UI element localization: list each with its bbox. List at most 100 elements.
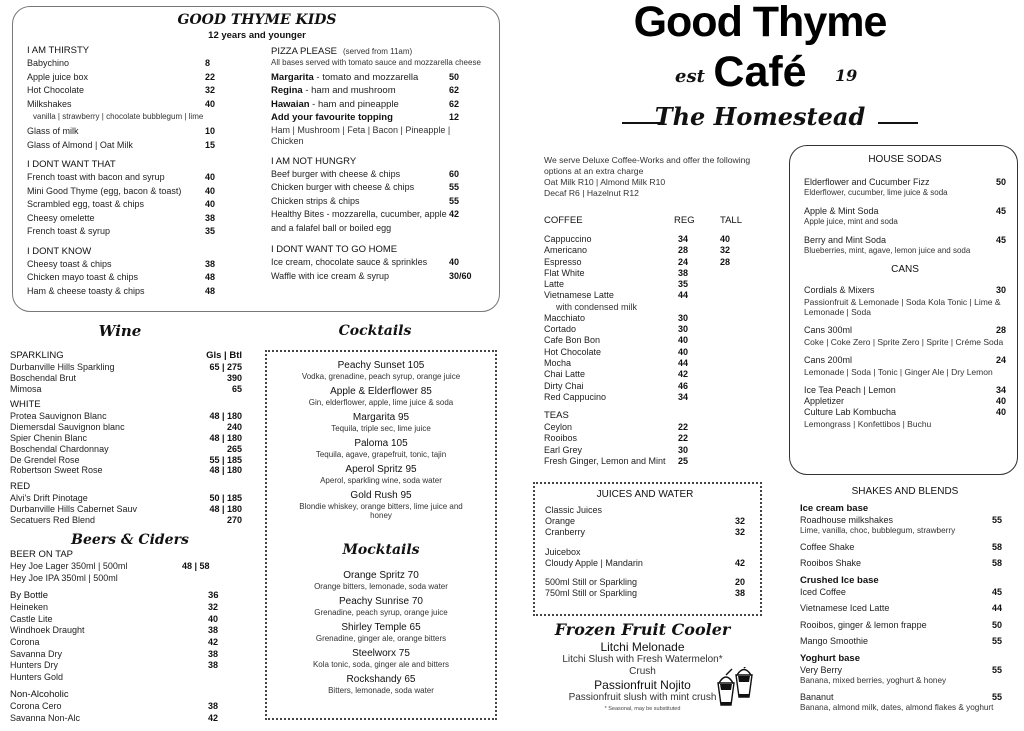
item-price: 20 [734, 576, 745, 587]
logo-name: Good Thyme [633, 0, 888, 46]
item-price: 12 [449, 112, 460, 122]
item-price: 50 [449, 71, 460, 82]
menu-item-row: Fresh Ginger, Lemon and Mint 25 [544, 456, 754, 467]
coffee-intro: We serve Deluxe Coffee-Works and offer t… [544, 155, 754, 199]
item-name: Hot Chocolate [544, 347, 674, 358]
logo-divider-right [878, 122, 918, 124]
group-heading: BEER ON TAP [10, 549, 242, 561]
item-name: Waffle with ice cream & syrup [271, 270, 449, 284]
menu-item: Chicken burger with cheese & chips 55 [271, 181, 483, 195]
item-price: 44 [678, 290, 689, 301]
item-price: 44 [991, 603, 1002, 614]
item-name-text: Protea Sauvignon Blanc [10, 411, 107, 422]
menu-item-row: Spier Chenin Blanc 48 | 180 [10, 433, 242, 444]
item-price: 30 [995, 285, 1006, 295]
drink-price: 85 [420, 386, 432, 397]
item-name-text: Apple & Mint Soda [804, 206, 879, 216]
group-heading-text: SPARKLING [10, 350, 64, 361]
item-name-text: Cheesy toast & chips [27, 258, 112, 269]
item-price: 48 | 180 [209, 503, 242, 514]
item-price: 270 [226, 514, 242, 525]
drink-price: 70 [411, 596, 423, 607]
menu-item-row: Chicken burger with cheese & chips 55 [271, 181, 483, 195]
coffee-heading: COFFEE [544, 215, 583, 226]
frozen-item-name: Litchi Melonade [600, 640, 685, 654]
menu-item: Orange 32 [545, 516, 745, 527]
menu-item-row: Castle Lite 40 [10, 614, 242, 626]
menu-item-row: Cheesy toast & chips 38 [27, 258, 233, 272]
item-name: Bananut [800, 692, 978, 703]
menu-item: Alvi's Drift Pinotage 50 | 185 [10, 493, 242, 504]
item-name-text: Chicken burger with cheese & chips [271, 182, 415, 192]
item-price: 40 [205, 172, 216, 182]
item-price: 22 [678, 433, 689, 444]
item-name-text: Roadhouse milkshakes [800, 515, 894, 525]
group-heading: Juicebox [545, 547, 745, 558]
group-heading-text: BEER ON TAP [10, 549, 73, 560]
item-name-text: Mimosa [10, 383, 42, 394]
item-price: 38 [208, 701, 219, 712]
drink-name: Steelworx [352, 648, 396, 659]
group-heading-text: Juicebox [545, 546, 581, 557]
item-price: 45 [995, 206, 1006, 216]
item-name: Corona Cero [10, 701, 182, 713]
item-name: Roadhouse milkshakes [800, 515, 978, 526]
menu-item: Vietnamese Latte 44 with condensed milk [544, 290, 754, 312]
menu-item: Durbanville Hills Sparkling 65 | 275 [10, 362, 242, 373]
item-price: 42 [449, 209, 460, 219]
item-price: 30/60 [449, 270, 472, 281]
menu-item-row: Hunters Dry 38 [10, 660, 242, 672]
menu-item: Waffle with ice cream & syrup 30/60 [271, 270, 483, 284]
coffee-intro-text: We serve Deluxe Coffee-Works and offer t… [544, 155, 751, 176]
menu-item-row: Rooibos, ginger & lemon frappe 50 [800, 620, 1002, 631]
menu-item-row: Macchiato 30 [544, 313, 754, 324]
menu-item: Corona 42 [10, 637, 242, 649]
menu-item-row: Beef burger with cheese & chips 60 [271, 168, 483, 182]
item-name-text: Glass of Almond | Oat Milk [27, 139, 133, 150]
group-heading: WHITE [10, 399, 242, 411]
menu-item-row: Glass of milk 10 [27, 125, 233, 139]
coffee-extras-other: Decaf R6 | Hazelnut R12 [544, 188, 639, 198]
logo-cafe: Café [713, 48, 807, 96]
item-name: Spier Chenin Blanc [10, 433, 192, 444]
menu-group: WHITE Protea Sauvignon Blanc 48 | 180 Dieme… [10, 399, 242, 476]
menu-item: Rooibos Shake 58 [800, 558, 1002, 569]
item-name-text: Vietnamese Iced Latte [800, 603, 890, 614]
menu-item: Appletizer 40 [804, 396, 1006, 407]
wine-list: SPARKLING Gls | Btl Durbanville Hills Spar… [10, 350, 242, 531]
item-name-text: French toast & syrup [27, 226, 111, 236]
item-name-text: Durbanville Hills Sparkling [10, 362, 115, 372]
item-name: Scrambled egg, toast & chips [27, 198, 205, 212]
menu-item: Fresh Ginger, Lemon and Mint 25 [544, 456, 754, 467]
drink-name: Peachy Sunset [337, 360, 405, 371]
item-name-text: Windhoek Draught [10, 625, 85, 636]
group-heading-text: Non-Alcoholic [10, 689, 69, 701]
drink-item: Rockshandy 65 Bitters, lemonade, soda wat… [267, 674, 495, 695]
item-price: 40 [678, 346, 689, 357]
group-heading-text: I DONT KNOW [27, 245, 92, 257]
item-price: 48 | 180 [209, 432, 242, 443]
menu-item: Regina - ham and mushroom 62 [271, 84, 483, 98]
group-heading: I DONT KNOW [27, 246, 233, 258]
slushie-cups-icon [717, 667, 753, 706]
group-heading: Classic Juices [545, 505, 745, 516]
item-name: French toast with bacon and syrup [27, 171, 205, 185]
item-name-text: Cranberry [545, 527, 586, 538]
drink-description: Aperol, sparkling wine, soda water [320, 476, 442, 485]
item-description: Blueberries, mint, agave, lemon juice an… [804, 246, 971, 255]
item-name: Regina - ham and mushroom [271, 84, 449, 98]
item-name-text: Latte [544, 279, 565, 290]
item-name-text: Macchiato [544, 312, 586, 323]
drink-name: Rockshandy [346, 674, 402, 685]
menu-item-row: Glass of Almond | Oat Milk 15 [27, 139, 233, 153]
kids-menu-panel: GOOD THYME KIDS 12 years and younger I A… [12, 6, 500, 312]
menu-item: Windhoek Draught 38 [10, 625, 242, 637]
item-name: Vietnamese Iced Latte [800, 603, 978, 614]
beers-title: Beers & Ciders [71, 532, 189, 548]
menu-item: Vietnamese Iced Latte 44 [800, 603, 1002, 614]
drink-name: Margarita [352, 412, 396, 423]
menu-item-row: French toast with bacon and syrup 40 [27, 171, 233, 185]
item-price: 55 [991, 515, 1002, 525]
menu-group: Juicebox Cloudy Apple | Mandarin 42 [545, 547, 745, 569]
item-name: Chicken strips & chips [271, 195, 449, 209]
